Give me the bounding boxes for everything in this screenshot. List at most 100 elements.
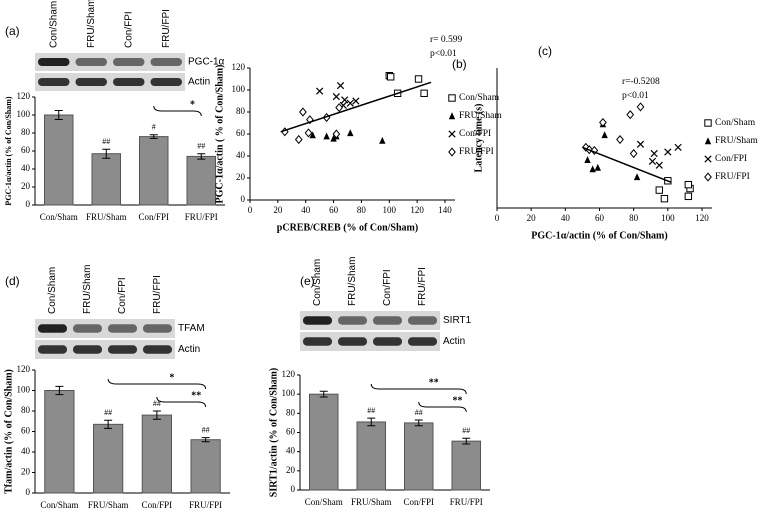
x-tick-label: 60: [595, 213, 605, 223]
blot-band: [75, 58, 107, 66]
point: [294, 134, 303, 145]
significance-mark: ##: [415, 408, 423, 417]
x-tick-label: 40: [561, 213, 571, 223]
x-tick-label: 0: [495, 213, 500, 223]
x-tick-label: 40: [301, 205, 311, 215]
y-tick-label: 20: [21, 181, 31, 191]
significance-mark: ##: [202, 425, 210, 434]
band-label: Actin: [178, 344, 200, 355]
x-tick-label: 60: [329, 205, 339, 215]
error-bar: [54, 110, 63, 120]
panel-label: (d): [5, 274, 20, 288]
x-tick-label: 80: [629, 213, 639, 223]
error-bar: [414, 419, 423, 427]
bracket-label: *: [169, 372, 174, 383]
blot-band: [108, 324, 137, 333]
lane-label: Con/Sham: [47, 267, 58, 314]
blot-band: [73, 345, 102, 354]
error-bar: [55, 385, 64, 396]
y-tick-label: 60: [21, 426, 31, 436]
bar: [93, 423, 124, 494]
lane-label: Con/FPI: [117, 277, 128, 314]
point: [386, 73, 395, 81]
y-tick-label: 40: [286, 446, 296, 456]
point: [335, 103, 343, 113]
stat-text: r=-0.5208: [622, 77, 660, 87]
point: [589, 165, 596, 173]
bracket: [107, 378, 207, 390]
legend-marker: [448, 112, 456, 120]
y-tick-label: 120: [282, 369, 296, 379]
panel-label: (c): [538, 44, 552, 58]
blot-background: [35, 73, 185, 91]
point: [420, 89, 428, 97]
bar: [44, 390, 75, 494]
legend-marker: [704, 137, 712, 145]
blot-band: [73, 324, 102, 333]
point: [655, 161, 663, 169]
blot-band: [113, 78, 145, 86]
blot-background: [300, 311, 440, 330]
point: [379, 136, 386, 144]
point: [306, 115, 314, 125]
error-bar: [104, 419, 113, 429]
blot-band: [108, 345, 137, 354]
x-tick-label: 20: [273, 205, 283, 215]
y-tick-label: 20: [21, 467, 31, 477]
x-tick-label: FRU/Sham: [88, 500, 129, 510]
bar: [190, 439, 221, 494]
x-tick-label: Con/Sham: [305, 497, 343, 507]
blot-band: [143, 345, 172, 354]
band-label: Actin: [188, 77, 210, 88]
point: [336, 81, 345, 90]
y-tick-label: 60: [286, 427, 296, 437]
bar: [309, 393, 339, 491]
point: [414, 75, 423, 83]
lane-label: FRU/Sham: [347, 257, 358, 306]
significance-mark: ##: [104, 408, 112, 417]
y-tick-label: 120: [17, 364, 31, 374]
y-tick-label: 100: [232, 84, 246, 94]
legend-label: FRU/Sham: [715, 136, 758, 146]
x-tick-label: 120: [410, 205, 424, 215]
error-bar: [197, 153, 206, 160]
y-tick-label: 100: [282, 388, 296, 398]
error-bar: [367, 417, 376, 427]
point: [341, 96, 349, 104]
blot-background: [35, 340, 175, 359]
y-tick-label: 80: [286, 407, 296, 417]
band-label: SIRT1: [443, 315, 472, 326]
point: [347, 129, 354, 137]
legend-label: Con/Sham: [459, 93, 500, 103]
blot-band: [143, 324, 172, 333]
blot-band: [75, 78, 107, 86]
blot-band: [113, 58, 145, 66]
y-axis-label: Latency time (s): [473, 104, 484, 173]
y-tick-label: 0: [291, 484, 296, 494]
point: [346, 99, 354, 107]
legend-marker: [704, 155, 712, 163]
x-tick-label: Con/FPI: [138, 212, 169, 222]
blot-background: [35, 319, 175, 338]
x-axis-label: PGC-1α/actin (% of Con/Sham): [531, 230, 667, 241]
significance-mark: ##: [197, 142, 205, 151]
x-tick-label: FRU/Sham: [86, 212, 127, 222]
lane-label: FRU/FPI: [161, 9, 172, 48]
blot-band: [38, 324, 67, 333]
trendline: [280, 81, 432, 133]
bracket-label: **: [191, 390, 201, 401]
x-tick-label: Con/FPI: [403, 497, 434, 507]
point: [316, 87, 324, 95]
point: [633, 173, 641, 181]
bracket-label: *: [190, 99, 195, 110]
y-tick-label: 0: [26, 199, 31, 209]
bar: [139, 136, 169, 206]
x-tick-label: Con/Sham: [40, 212, 78, 222]
blot-band: [150, 78, 182, 86]
legend-marker: [704, 119, 712, 127]
bracket: [153, 105, 202, 117]
x-tick-label: 120: [695, 213, 709, 223]
point: [304, 128, 313, 138]
band-label: Actin: [443, 336, 465, 347]
point: [332, 129, 341, 139]
